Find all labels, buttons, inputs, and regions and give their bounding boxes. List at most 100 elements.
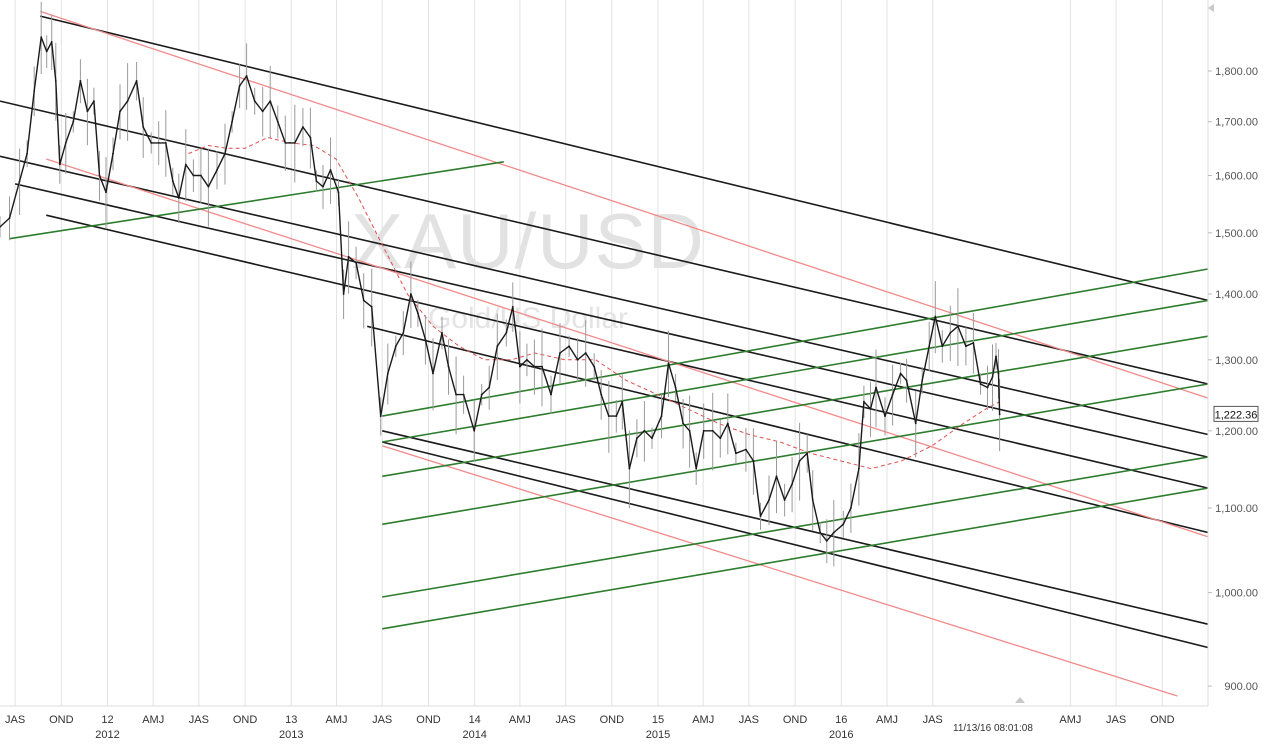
price-point-92 (682, 422, 684, 425)
price-point-65 (473, 429, 476, 432)
price-point-4 (33, 90, 36, 92)
price-point-112 (832, 531, 835, 534)
price-point-7 (50, 41, 53, 43)
x-tick-label-19: AMJ (876, 714, 898, 726)
price-point-0 (0, 226, 1, 228)
price-point-85 (628, 467, 631, 470)
last-price-label: 1,222.36 (1215, 409, 1258, 421)
price-point-44 (315, 180, 318, 183)
trendline-red-10 (382, 445, 1178, 697)
price-point-59 (424, 338, 427, 341)
x-tick-label-16: JAS (739, 714, 759, 726)
price-point-133 (986, 386, 989, 389)
price-point-9 (58, 163, 61, 166)
price-point-79 (584, 352, 587, 354)
price-point-124 (921, 379, 924, 382)
price-point-114 (850, 507, 852, 509)
price-point-88 (651, 437, 653, 440)
price-point-84 (621, 400, 624, 403)
x-tick-label-2: 12 (101, 714, 113, 726)
trendline-green-17 (382, 487, 1209, 630)
scroll-marker-icon[interactable] (1015, 697, 1025, 703)
trendline-black-1 (0, 100, 1209, 385)
y-tick-label-1500: 1,500.00 (1215, 228, 1258, 240)
trendline-black-0 (40, 15, 1209, 302)
price-point-89 (660, 415, 663, 417)
x-tick-label-18: 16 (835, 714, 847, 726)
price-point-105 (783, 499, 786, 501)
price-point-106 (791, 483, 793, 485)
price-point-127 (941, 345, 944, 348)
price-point-31 (216, 169, 218, 171)
x-tick-label-3: AMJ (142, 714, 164, 726)
price-point-33 (231, 120, 234, 123)
price-point-113 (842, 523, 845, 526)
x-year-label-2013: 2013 (279, 729, 303, 741)
price-point-81 (600, 393, 603, 396)
price-point-83 (615, 415, 618, 417)
x-tick-label-21: AMJ (1059, 714, 1081, 726)
price-point-42 (302, 126, 304, 128)
x-tick-label-5: OND (233, 714, 258, 726)
price-point-21 (142, 126, 145, 128)
price-point-119 (884, 415, 886, 417)
price-point-131 (972, 342, 975, 344)
price-point-78 (576, 358, 579, 361)
price-point-56 (402, 332, 405, 334)
price-point-19 (126, 100, 129, 102)
x-tick-label-23: OND (1150, 714, 1175, 726)
price-point-58 (417, 312, 419, 315)
y-tick-label-1800: 1,800.00 (1215, 66, 1258, 78)
last-price-box (1213, 405, 1259, 422)
x-axis: JAS OND 12 2012 AMJ JAS OND 13 2013 AMJ JAS OND 14 20… (5, 714, 1175, 741)
x-year-label-2012: 2012 (95, 729, 119, 741)
price-point-53 (379, 415, 382, 417)
x-tick-label-7: AMJ (326, 714, 348, 726)
price-point-29 (200, 174, 202, 177)
x-year-label-2016: 2016 (829, 729, 853, 741)
price-point-30 (207, 185, 210, 188)
price-point-2 (18, 180, 21, 183)
price-point-10 (64, 142, 67, 144)
scroll-up-arrow-icon[interactable] (1208, 4, 1214, 12)
price-point-36 (253, 100, 256, 102)
price-point-38 (269, 100, 272, 102)
trendline-black-5 (367, 325, 1209, 534)
price-point-26 (177, 197, 180, 199)
price-point-67 (488, 386, 491, 389)
price-point-99 (735, 452, 737, 455)
y-axis: 900.00 1,000.00 1,100.00 1,200.00 1,300.00 1,… (1208, 66, 1258, 693)
price-point-91 (674, 386, 677, 389)
price-point-39 (276, 120, 279, 123)
price-point-5 (40, 36, 43, 39)
price-point-136 (997, 372, 1000, 375)
price-point-66 (480, 393, 483, 396)
price-point-24 (164, 142, 167, 144)
price-point-95 (702, 429, 705, 432)
price-point-55 (394, 345, 397, 348)
price-point-37 (261, 110, 264, 113)
price-point-72 (526, 358, 528, 361)
price-point-73 (533, 365, 536, 368)
x-tick-label-13: OND (600, 714, 625, 726)
price-point-121 (899, 372, 902, 375)
price-point-11 (72, 120, 75, 123)
y-tick-label-1400: 1,400.00 (1215, 289, 1258, 301)
trendline-green-13 (382, 299, 1209, 443)
price-point-125 (928, 345, 931, 348)
price-point-130 (965, 345, 967, 348)
price-point-40 (284, 142, 287, 144)
x-tick-label-10: 14 (469, 714, 481, 726)
price-point-134 (991, 376, 994, 378)
price-point-41 (293, 142, 296, 144)
trendline-black-3 (14, 183, 1209, 458)
price-point-117 (869, 408, 872, 410)
price-point-8 (54, 80, 57, 82)
price-point-25 (171, 180, 174, 183)
x-tick-label-6: 13 (285, 714, 297, 726)
x-tick-label-11: AMJ (509, 714, 531, 726)
price-point-70 (511, 305, 514, 308)
trendline-red-9 (45, 158, 1209, 538)
price-point-87 (643, 429, 646, 432)
